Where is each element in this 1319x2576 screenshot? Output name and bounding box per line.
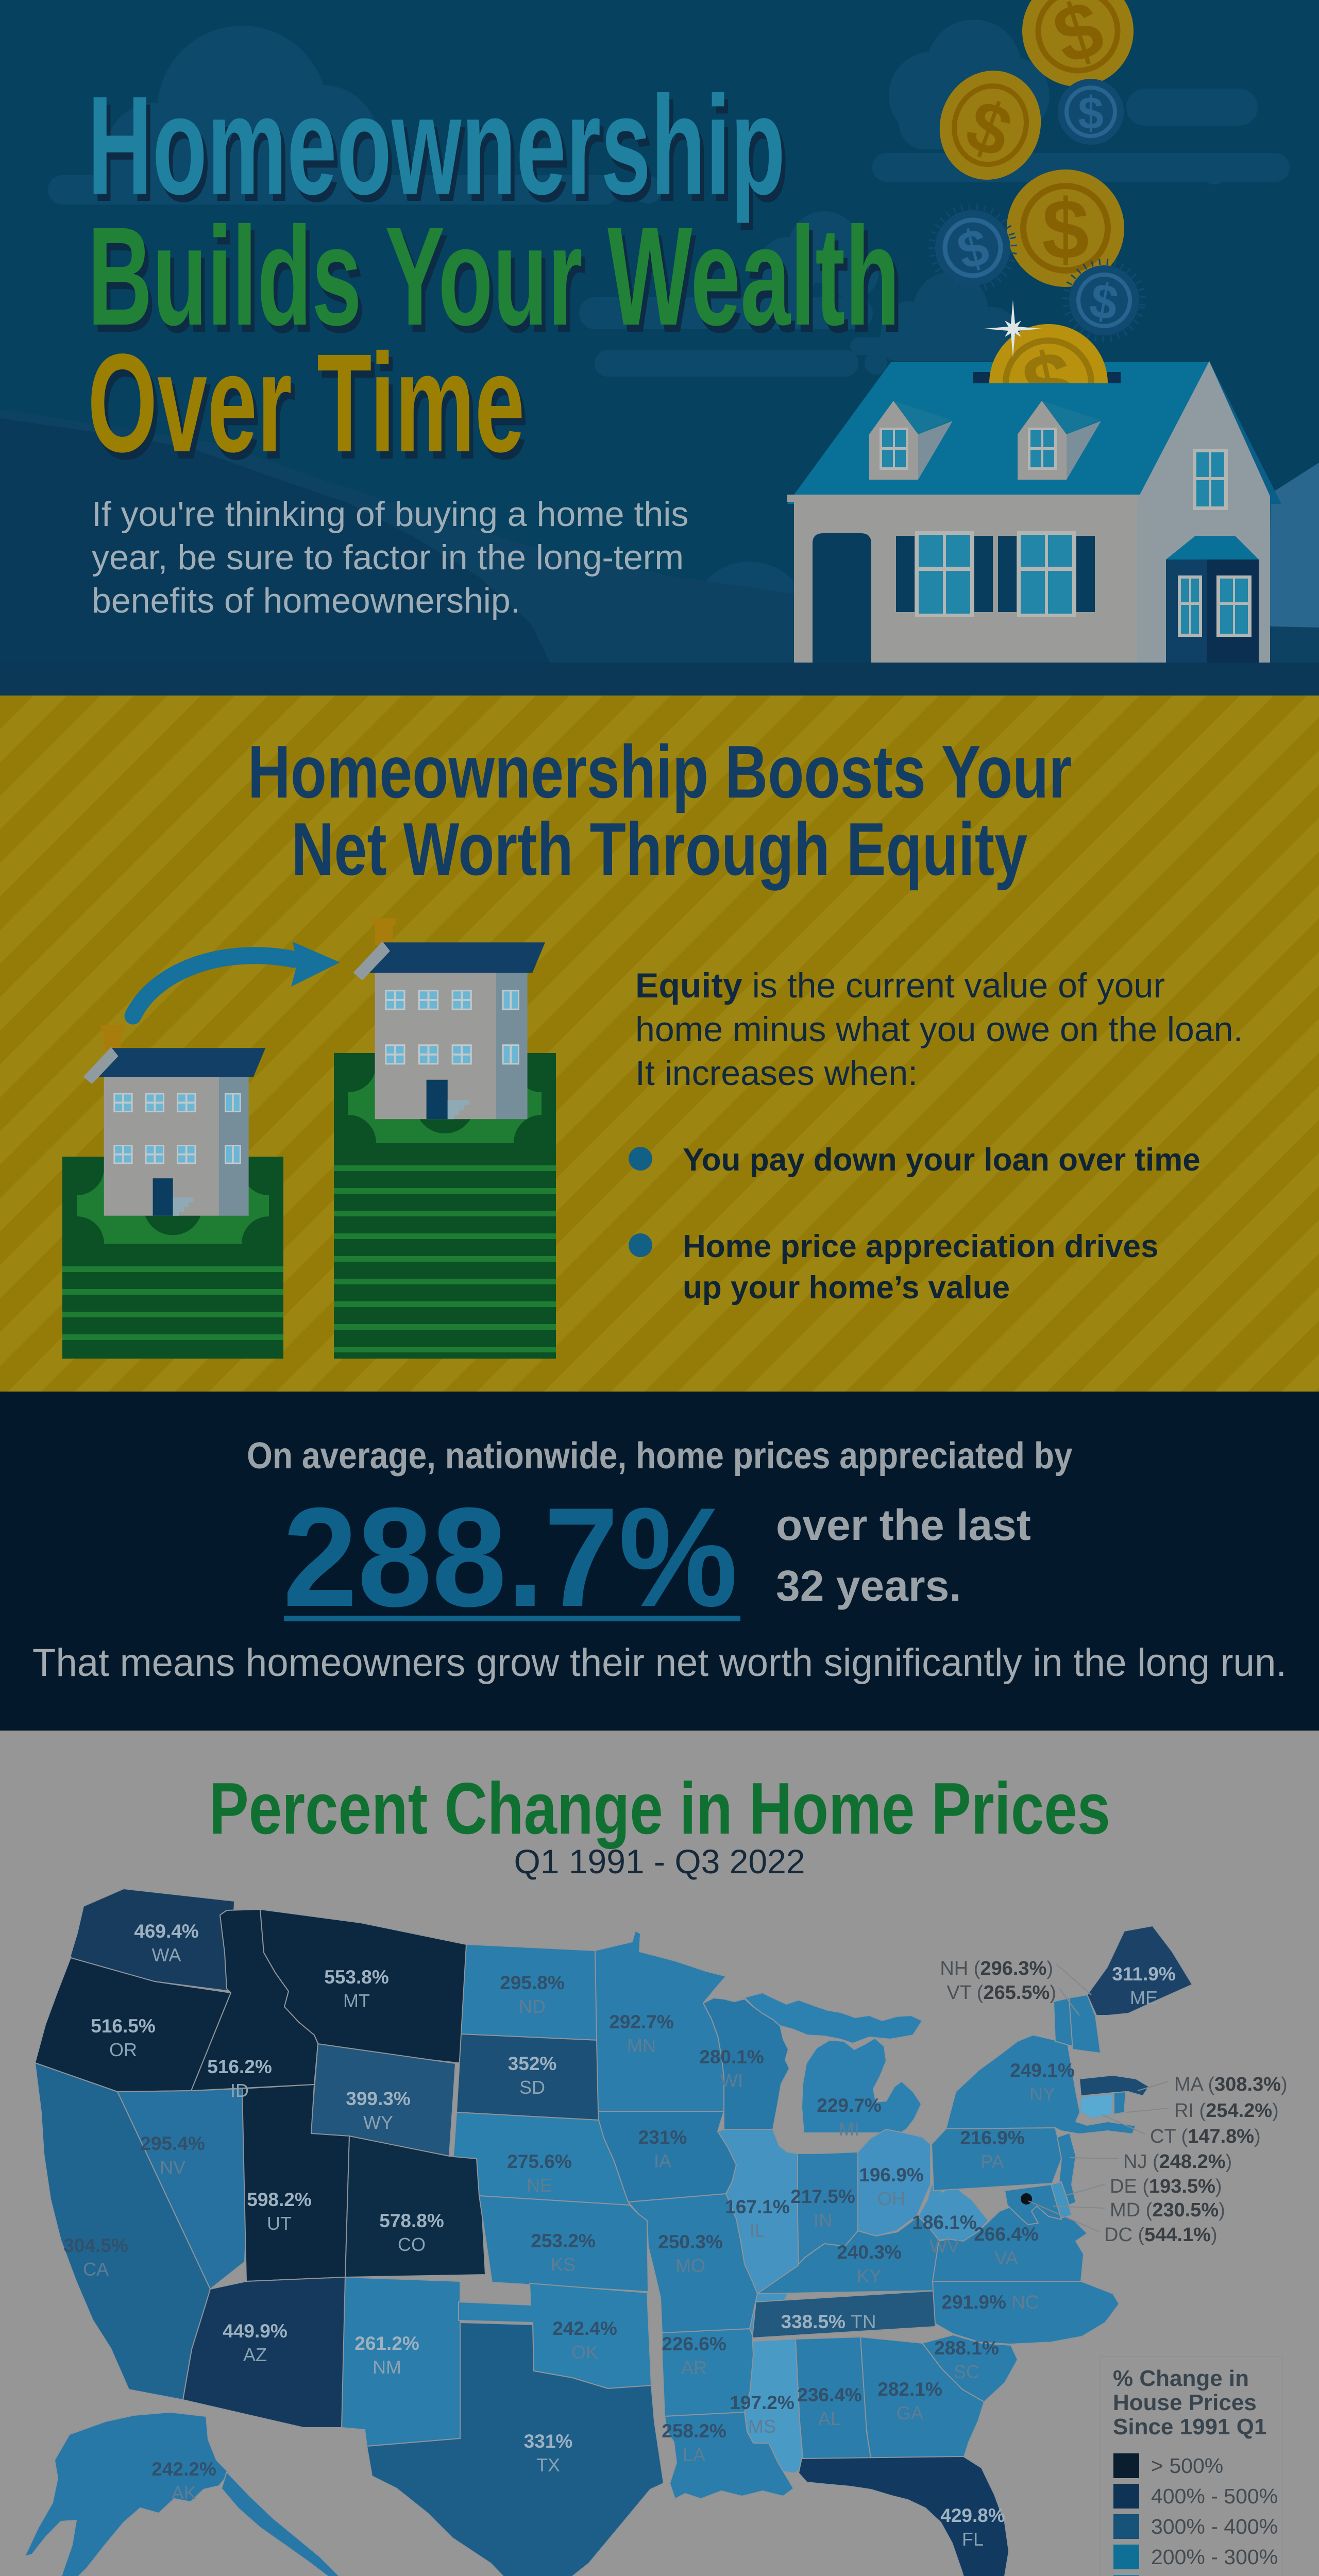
svg-text:MO: MO — [675, 2255, 705, 2276]
svg-text:NV: NV — [160, 2157, 185, 2178]
svg-text:288.1%: 288.1% — [934, 2337, 999, 2359]
svg-text:DC (544.1%): DC (544.1%) — [1104, 2224, 1217, 2246]
svg-text:MA (308.3%): MA (308.3%) — [1174, 2074, 1288, 2095]
svg-text:311.9%: 311.9% — [1112, 1963, 1175, 1985]
svg-text:KY: KY — [857, 2265, 882, 2286]
svg-text:AL: AL — [818, 2408, 841, 2429]
svg-text:242.2%: 242.2% — [151, 2459, 216, 2480]
svg-text:NE: NE — [527, 2175, 552, 2196]
svg-text:217.5%: 217.5% — [790, 2186, 855, 2207]
svg-text:> 500%: > 500% — [1151, 2454, 1223, 2478]
svg-text:Since 1991 Q1: Since 1991 Q1 — [1113, 2414, 1266, 2439]
svg-text:MS: MS — [748, 2416, 776, 2437]
svg-text:OK: OK — [571, 2342, 598, 2363]
svg-text:ME: ME — [1130, 1987, 1158, 2008]
svg-text:516.5%: 516.5% — [91, 2015, 156, 2037]
svg-text:282.1%: 282.1% — [877, 2379, 942, 2400]
svg-text:236.4%: 236.4% — [797, 2384, 862, 2405]
svg-text:SD: SD — [519, 2077, 545, 2098]
svg-text:226.6%: 226.6% — [662, 2333, 726, 2354]
svg-text:OH: OH — [877, 2188, 905, 2209]
svg-text:OR: OR — [109, 2039, 137, 2060]
svg-text:295.4%: 295.4% — [140, 2133, 205, 2154]
svg-text:429.8%: 429.8% — [940, 2505, 1005, 2526]
svg-text:PA: PA — [980, 2151, 1004, 2172]
svg-text:275.6%: 275.6% — [507, 2151, 572, 2172]
svg-text:CT (147.8%): CT (147.8%) — [1150, 2126, 1261, 2147]
svg-text:449.9%: 449.9% — [223, 2320, 288, 2342]
svg-text:NJ (248.2%): NJ (248.2%) — [1123, 2151, 1232, 2173]
svg-text:196.9%: 196.9% — [859, 2164, 924, 2185]
svg-text:FL: FL — [962, 2529, 984, 2550]
svg-text:598.2%: 598.2% — [247, 2189, 312, 2210]
svg-text:266.4%: 266.4% — [974, 2224, 1039, 2245]
svg-text:MN: MN — [627, 2035, 656, 2056]
svg-text:LA: LA — [683, 2444, 705, 2465]
svg-text:ID: ID — [230, 2080, 249, 2101]
svg-text:IN: IN — [814, 2210, 832, 2231]
svg-text:$: $ — [1078, 87, 1104, 139]
svg-text:NH (296.3%): NH (296.3%) — [940, 1958, 1053, 1979]
svg-text:CA: CA — [83, 2259, 109, 2280]
svg-text:231%: 231% — [638, 2127, 687, 2148]
svg-text:GA: GA — [897, 2402, 923, 2424]
svg-text:IL: IL — [750, 2220, 765, 2241]
svg-text:399.3%: 399.3% — [346, 2088, 411, 2109]
svg-text:SC: SC — [954, 2361, 979, 2382]
svg-text:RI (254.2%): RI (254.2%) — [1174, 2100, 1279, 2122]
svg-text:553.8%: 553.8% — [324, 1967, 389, 1988]
svg-text:338.5% TN: 338.5% TN — [781, 2311, 876, 2332]
svg-text:229.7%: 229.7% — [817, 2095, 882, 2116]
svg-text:WA: WA — [152, 1944, 181, 1965]
svg-text:TX: TX — [536, 2454, 560, 2476]
svg-text:MT: MT — [343, 1990, 370, 2011]
svg-text:167.1%: 167.1% — [725, 2196, 790, 2217]
svg-text:UT: UT — [267, 2213, 292, 2234]
svg-text:House Prices: House Prices — [1113, 2390, 1257, 2415]
svg-text:258.2%: 258.2% — [662, 2420, 726, 2442]
svg-text:VT (265.5%): VT (265.5%) — [946, 1982, 1056, 2004]
svg-text:186.1%: 186.1% — [912, 2212, 977, 2233]
svg-text:300% - 400%: 300% - 400% — [1151, 2515, 1278, 2538]
svg-text:WI: WI — [720, 2070, 743, 2091]
svg-text:NY: NY — [1029, 2083, 1055, 2105]
svg-text:304.5%: 304.5% — [63, 2235, 128, 2256]
svg-text:$: $ — [1042, 182, 1089, 277]
svg-text:MD (230.5%): MD (230.5%) — [1110, 2199, 1225, 2221]
svg-text:516.2%: 516.2% — [207, 2056, 272, 2077]
svg-text:NM: NM — [373, 2357, 401, 2378]
svg-text:292.7%: 292.7% — [609, 2011, 674, 2032]
svg-text:VA: VA — [994, 2247, 1018, 2268]
svg-text:291.9% NC: 291.9% NC — [941, 2292, 1039, 2313]
svg-text:% Change in: % Change in — [1113, 2366, 1249, 2391]
svg-text:216.9%: 216.9% — [960, 2127, 1025, 2148]
svg-text:240.3%: 240.3% — [837, 2242, 902, 2263]
svg-text:IA: IA — [654, 2150, 671, 2172]
svg-text:400% - 500%: 400% - 500% — [1151, 2484, 1278, 2508]
svg-text:CO: CO — [398, 2234, 426, 2255]
svg-text:578.8%: 578.8% — [379, 2210, 444, 2231]
svg-text:261.2%: 261.2% — [354, 2333, 419, 2354]
svg-text:331%: 331% — [524, 2431, 573, 2452]
svg-text:249.1%: 249.1% — [1010, 2060, 1075, 2081]
svg-text:KS: KS — [551, 2254, 576, 2275]
svg-text:197.2%: 197.2% — [730, 2392, 794, 2413]
svg-text:469.4%: 469.4% — [134, 1921, 199, 1942]
svg-text:MI: MI — [839, 2119, 859, 2140]
svg-text:AR: AR — [681, 2357, 707, 2378]
svg-text:DE (193.5%): DE (193.5%) — [1110, 2176, 1222, 2197]
svg-text:242.4%: 242.4% — [552, 2318, 617, 2339]
svg-text:ND: ND — [519, 1996, 546, 2017]
svg-text:AK: AK — [172, 2482, 196, 2503]
svg-text:200% - 300%: 200% - 300% — [1151, 2545, 1278, 2569]
svg-text:WV: WV — [929, 2235, 959, 2257]
svg-text:352%: 352% — [508, 2053, 557, 2074]
svg-text:WY: WY — [363, 2112, 393, 2133]
svg-text:295.8%: 295.8% — [500, 1972, 565, 1993]
svg-text:253.2%: 253.2% — [531, 2230, 596, 2251]
svg-text:AZ: AZ — [243, 2344, 267, 2365]
svg-text:250.3%: 250.3% — [658, 2231, 723, 2252]
svg-text:280.1%: 280.1% — [699, 2046, 764, 2067]
